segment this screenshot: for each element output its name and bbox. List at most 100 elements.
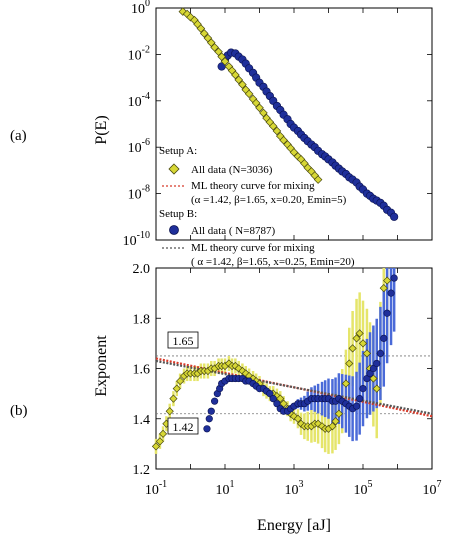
b-point-setup-a [352, 334, 361, 343]
b-point-setup-b [366, 369, 374, 378]
x-axis-label: Energy [aJ] [257, 517, 331, 534]
b-point-setup-a [231, 361, 240, 371]
a-point-setup-a [279, 135, 288, 145]
b-point-setup-a [172, 384, 181, 393]
b-point-setup-a [276, 394, 285, 403]
ref-label-high: 1.65 [173, 334, 194, 348]
b-point-setup-a [158, 429, 168, 438]
b-point-setup-a [379, 284, 388, 293]
b-point-setup-b [205, 415, 213, 423]
panel-label-b: (b) [10, 403, 28, 419]
a-point-setup-b [390, 212, 399, 221]
b-point-setup-b [390, 274, 398, 282]
b-y-tick-label: 1.6 [133, 363, 151, 378]
b-point-setup-b [387, 289, 395, 297]
b-y-tick-label: 1.8 [133, 312, 151, 327]
legend-setup-b-title: Setup B: [159, 208, 197, 220]
b-point-setup-b [211, 397, 219, 405]
b-point-setup-a [314, 419, 323, 428]
b-point-setup-a [372, 384, 381, 393]
b-point-setup-b [352, 402, 361, 410]
a-point-setup-a [255, 103, 264, 113]
y-axis-label-b: Exponent [93, 335, 110, 397]
b-point-setup-a [317, 422, 327, 431]
legend-setup-a-data: All data (N=3036) [191, 164, 273, 176]
b-point-setup-a [345, 359, 354, 368]
b-point-setup-b [373, 359, 381, 368]
b-point-setup-a [369, 374, 378, 383]
a-point-setup-a [196, 24, 206, 33]
b-point-setup-a [151, 442, 161, 451]
b-point-setup-a [169, 394, 178, 403]
b-x-tick-label: 103 [285, 479, 304, 498]
a-point-setup-a [268, 121, 278, 131]
ref-box-high [167, 331, 199, 349]
b-x-tick-label: 105 [354, 479, 373, 498]
b-point-setup-a [348, 344, 357, 353]
b-point-setup-a [362, 349, 372, 358]
b-point-setup-a [176, 376, 185, 386]
b-point-setup-b [207, 407, 215, 415]
b-point-setup-a [331, 417, 340, 426]
b-point-setup-a [358, 339, 368, 348]
b-x-tick-label: 10-1 [145, 479, 167, 498]
a-point-setup-a [244, 89, 254, 99]
b-point-setup-a [279, 399, 288, 408]
legend-setup-b-theory-1: ML theory curve for mixing [191, 242, 315, 254]
a-y-tick-label: 10-8 [128, 184, 150, 203]
a-point-setup-a [272, 126, 282, 136]
a-y-tick-label: 10-10 [123, 230, 150, 249]
b-x-tick-label: 101 [216, 479, 235, 498]
legend-setup-a-title: Setup A: [159, 145, 197, 157]
legend: Setup A: All data (N=3036) ML theory cur… [159, 145, 355, 268]
b-point-setup-b [356, 395, 364, 403]
a-point-setup-a [238, 80, 247, 89]
b-point-setup-b [376, 349, 385, 358]
ref-box-low [167, 417, 199, 435]
a-point-setup-a [231, 70, 240, 80]
b-point-setup-a [241, 369, 250, 378]
legend-setup-a-theory-2: (α =1.42, β=1.65, x=0.20, Emin=5) [191, 194, 347, 206]
a-y-tick-label: 10-2 [128, 44, 150, 63]
b-point-setup-b [380, 334, 388, 342]
b-point-setup-a [296, 419, 306, 428]
legend-setup-b-marker [169, 225, 179, 235]
b-y-tick-label: 2.0 [133, 262, 151, 277]
a-point-setup-a [259, 108, 268, 118]
b-point-setup-a [355, 329, 364, 338]
ref-label-low: 1.42 [173, 420, 194, 434]
a-point-setup-a [220, 57, 230, 66]
b-point-setup-a [328, 422, 337, 431]
b-point-setup-a [155, 437, 165, 446]
y-axis-label-a: P(E) [93, 115, 110, 144]
panel-label-a: (a) [10, 128, 27, 144]
b-point-setup-b [359, 385, 367, 393]
b-point-setup-a [293, 414, 303, 423]
b-point-setup-b [273, 400, 281, 408]
b-x-tick-label: 107 [423, 479, 442, 498]
b-point-setup-b [203, 425, 211, 433]
b-y-tick-label: 1.4 [133, 413, 151, 428]
a-point-setup-a [210, 43, 219, 52]
a-point-setup-a [234, 75, 244, 85]
a-point-setup-a [313, 175, 323, 184]
b-point-setup-a [334, 409, 343, 418]
legend-setup-a-marker [168, 163, 180, 175]
a-y-tick-label: 10-4 [128, 91, 150, 110]
legend-setup-b-data: All data ( N=8787) [191, 225, 275, 237]
b-point-setup-a [383, 276, 392, 285]
b-point-setup-b [383, 309, 391, 317]
b-point-setup-b [266, 390, 274, 398]
a-y-tick-label: 10-6 [128, 137, 150, 156]
legend-setup-a-theory-1: ML theory curve for mixing [191, 180, 315, 192]
b-point-setup-a [341, 379, 351, 388]
a-y-tick-label: 100 [131, 0, 150, 17]
b-point-setup-b [269, 395, 277, 403]
b-point-setup-a [224, 359, 234, 368]
legend-setup-b-theory-2: ( α =1.42, β=1.65, x=0.25, Emin=20) [191, 256, 355, 268]
a-point-setup-a [199, 29, 209, 38]
b-point-setup-b [369, 364, 377, 373]
b-y-tick-label: 1.2 [133, 463, 151, 478]
b-point-setup-a [165, 407, 174, 416]
